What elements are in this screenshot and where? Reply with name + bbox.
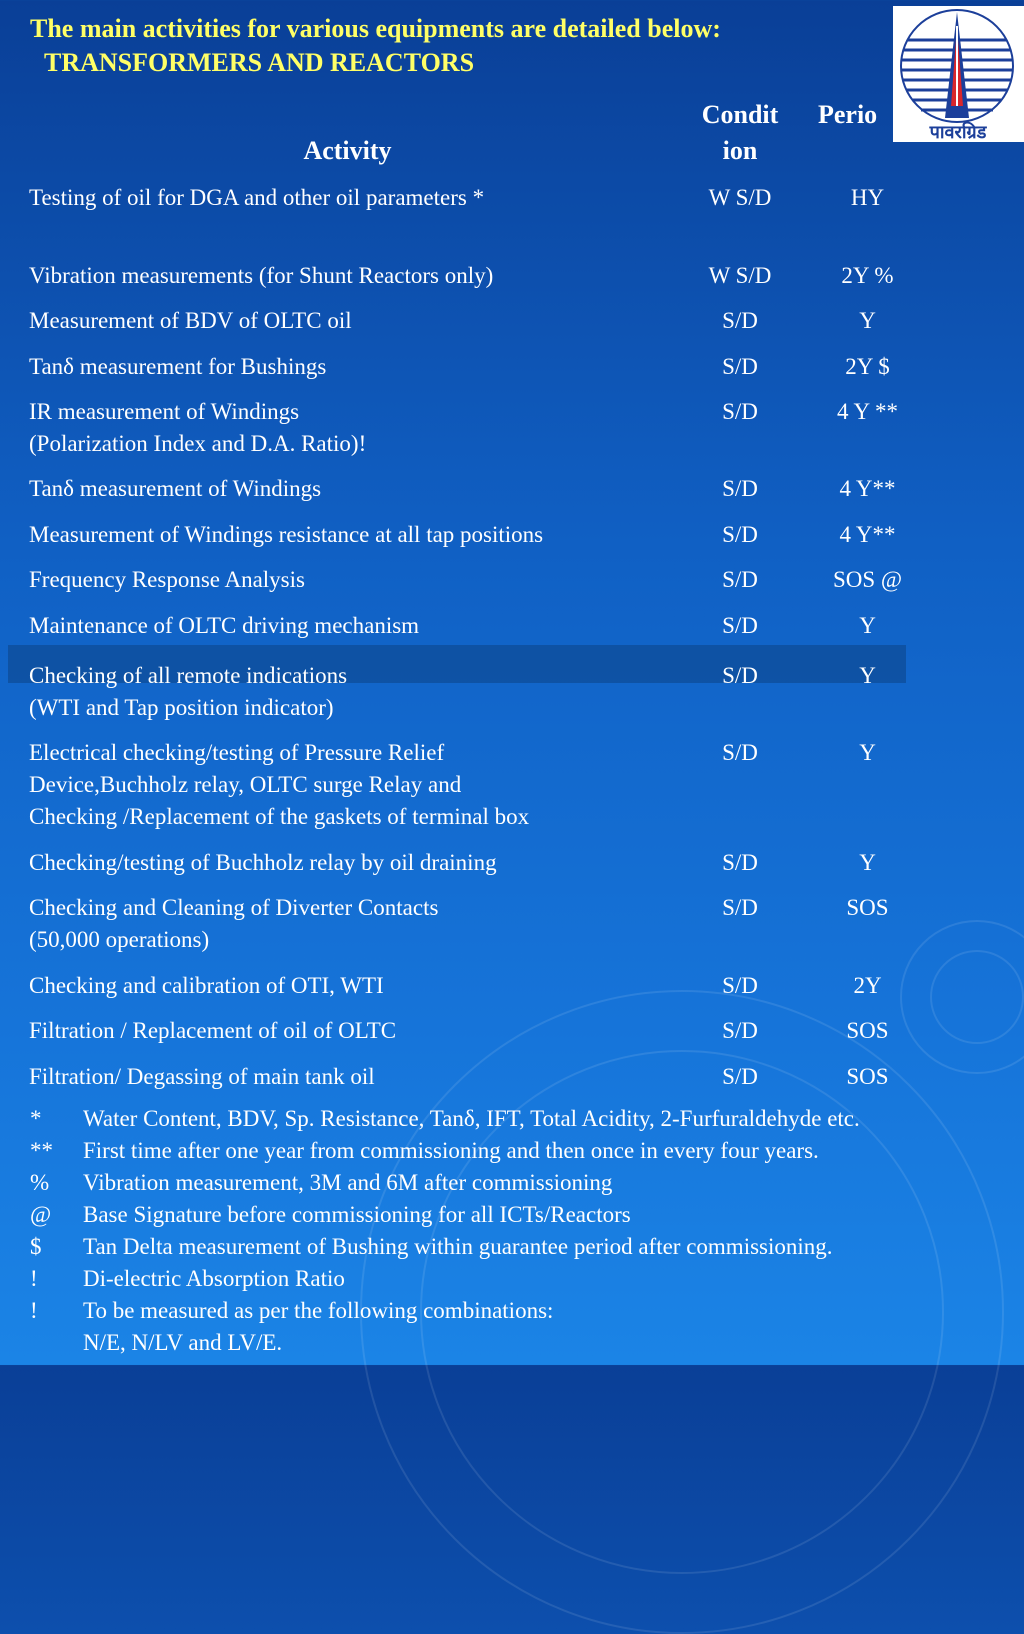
footnote-symbol: $ — [30, 1234, 42, 1259]
periodicity-cell: 2Y — [853, 973, 882, 998]
condition-cell: S/D — [722, 895, 758, 920]
activity-cell: Checking of all remote indications (WTI … — [29, 663, 348, 720]
condition-cell: S/D — [722, 663, 758, 688]
periodicity-cell: 2Y % — [841, 263, 894, 288]
condition-cell: S/D — [722, 973, 758, 998]
activity-cell: Filtration/ Degassing of main tank oil — [29, 1064, 375, 1089]
footnote-text: Vibration measurement, 3M and 6M after c… — [83, 1170, 613, 1195]
periodicity-cell: SOS — [846, 895, 889, 920]
activity-cell: IR measurement of Windings (Polarization… — [29, 399, 367, 456]
condition-cell: S/D — [722, 1018, 758, 1043]
periodicity-cell: 4 Y** — [839, 522, 896, 547]
slide-title: The main activities for various equipmen… — [30, 14, 721, 43]
activity-cell: Measurement of BDV of OLTC oil — [29, 308, 352, 333]
footnote-text: First time after one year from commissio… — [83, 1138, 819, 1163]
background-ripple — [930, 950, 1024, 1044]
condition-cell: S/D — [722, 850, 758, 875]
activity-cell: Measurement of Windings resistance at al… — [29, 522, 544, 547]
periodicity-cell: HY — [850, 185, 885, 210]
condition-cell: S/D — [722, 740, 758, 765]
periodicity-cell: 4 Y** — [839, 476, 896, 501]
activity-cell: Frequency Response Analysis — [29, 567, 305, 592]
activity-cell: Checking and Cleaning of Diverter Contac… — [29, 895, 439, 952]
footnote-text: Di-electric Absorption Ratio — [83, 1266, 345, 1291]
footnote-text: N/E, N/LV and LV/E. — [83, 1330, 283, 1355]
powergrid-tower-logo-icon: पावरग्रिड — [900, 9, 1014, 143]
section-subtitle: TRANSFORMERS AND REACTORS — [44, 48, 475, 77]
periodicity-cell: 4 Y ** — [837, 399, 898, 424]
periodicity-cell: Y — [859, 613, 876, 638]
condition-cell: S/D — [722, 522, 758, 547]
footnote-text: Base Signature before commissioning for … — [83, 1202, 631, 1227]
footnote-text: Water Content, BDV, Sp. Resistance, Tanδ… — [83, 1106, 860, 1131]
condition-cell: S/D — [722, 567, 758, 592]
periodicity-cell: SOS @ — [832, 567, 903, 592]
activity-cell: Filtration / Replacement of oil of OLTC — [29, 1018, 397, 1043]
activity-cell: Electrical checking/testing of Pressure … — [29, 740, 530, 829]
periodicity-cell: SOS — [846, 1018, 889, 1043]
periodicity-cell: SOS — [846, 1064, 889, 1089]
column-header-condition: Condit ion — [701, 100, 779, 165]
footnote-symbol: % — [30, 1170, 50, 1195]
activity-cell: Tanδ measurement for Bushings — [29, 354, 327, 379]
periodicity-cell: Y — [859, 308, 876, 333]
powergrid-logo: पावरग्रिड — [893, 6, 1024, 143]
condition-cell: W S/D — [708, 185, 772, 210]
condition-cell: S/D — [722, 354, 758, 379]
footnote-symbol: ! — [30, 1298, 38, 1323]
periodicity-cell: Y — [859, 663, 876, 688]
activity-cell: Checking/testing of Buchholz relay by oi… — [29, 850, 497, 875]
footnote-symbol: @ — [30, 1202, 52, 1227]
periodicity-cell: Y — [859, 850, 876, 875]
condition-cell: S/D — [722, 308, 758, 333]
row-highlight-band — [8, 645, 906, 683]
footnote-symbol: * — [30, 1106, 42, 1131]
column-header-periodicity: Perio — [818, 100, 878, 129]
svg-text:पावरग्रिड: पावरग्रिड — [929, 121, 988, 142]
footnote-text: To be measured as per the following comb… — [83, 1298, 554, 1323]
periodicity-cell: Y — [859, 740, 876, 765]
condition-cell: W S/D — [708, 263, 772, 288]
footnote-symbol: ! — [30, 1266, 38, 1291]
activity-cell: Vibration measurements (for Shunt Reacto… — [29, 263, 494, 288]
condition-cell: S/D — [722, 399, 758, 424]
footnote-symbol: ** — [30, 1138, 53, 1163]
condition-cell: S/D — [722, 476, 758, 501]
activity-cell: Testing of oil for DGA and other oil par… — [29, 185, 485, 210]
condition-cell: S/D — [722, 613, 758, 638]
periodicity-cell: 2Y $ — [845, 354, 890, 379]
activity-cell: Checking and calibration of OTI, WTI — [29, 973, 384, 998]
activity-cell: Tanδ measurement of Windings — [29, 476, 322, 501]
footnote-text: Tan Delta measurement of Bushing within … — [83, 1234, 833, 1259]
activity-cell: Maintenance of OLTC driving mechanism — [29, 613, 420, 638]
condition-cell: S/D — [722, 1064, 758, 1089]
column-header-activity: Activity — [303, 136, 392, 165]
